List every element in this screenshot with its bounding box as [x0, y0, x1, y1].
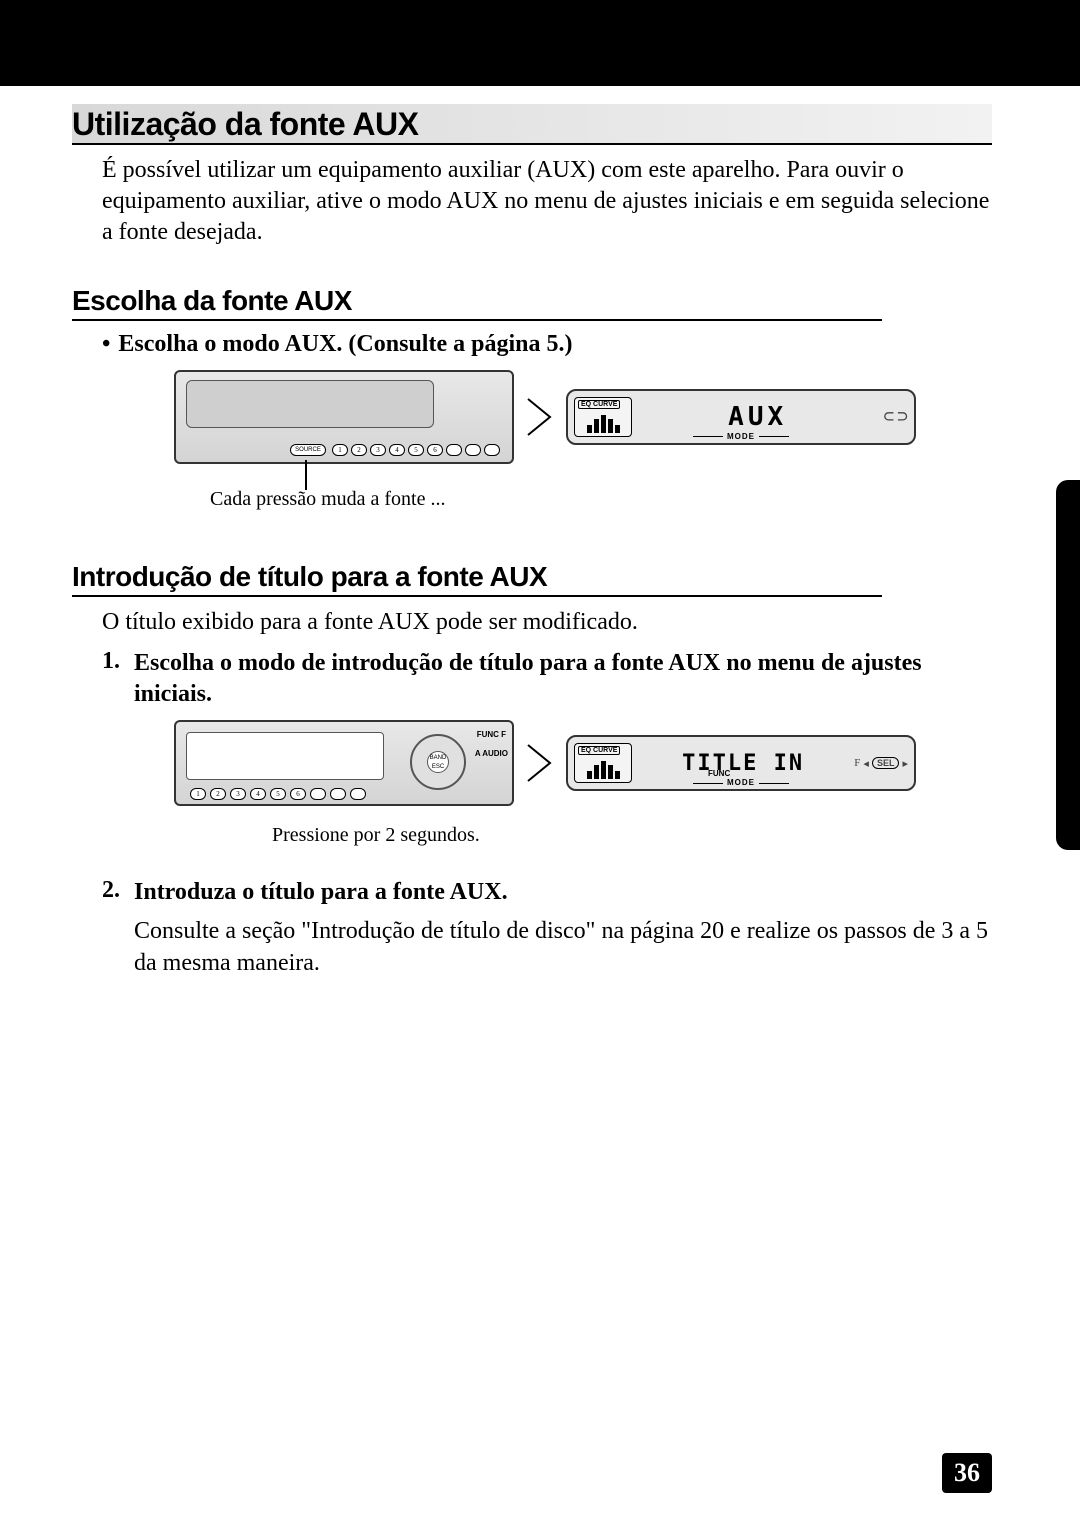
section-intro-text: É possível utilizar um equipamento auxil…	[102, 157, 989, 245]
page-number-badge: 36	[942, 1453, 992, 1493]
side-tab-bg	[1056, 480, 1080, 850]
device-screen-2	[186, 732, 384, 780]
step2-number: 2.	[102, 877, 126, 908]
display-panel-2: EQ CURVE TITLE IN F ◂ SEL ▸ FUNC MODE	[566, 735, 916, 791]
source-button: SOURCE	[290, 444, 326, 456]
eq-curve-block: EQ CURVE	[574, 397, 632, 437]
num-btn: 1	[190, 788, 206, 800]
side-tab-label: PORTUGUÊS (B)	[967, 570, 993, 759]
pointer-line-1	[305, 460, 307, 490]
sub1-caption: Cada pressão muda a fonte ...	[72, 488, 992, 511]
side-label-func: FUNC F	[475, 730, 508, 739]
bullet-dot: •	[102, 331, 110, 358]
num-btn: 6	[290, 788, 306, 800]
device-panel-1: SOURCE 1 2 3 4 5 6	[174, 370, 514, 464]
number-buttons-1: 1 2 3 4 5 6	[332, 444, 500, 456]
num-btn-blank	[310, 788, 326, 800]
subsection1-title: Escolha da fonte AUX	[72, 285, 352, 316]
section-intro: É possível utilizar um equipamento auxil…	[72, 155, 992, 249]
sub1-diagram-row: SOURCE 1 2 3 4 5 6 EQ CURVE	[72, 370, 992, 464]
page-content: Utilização da fonte AUX É possível utili…	[0, 86, 1080, 979]
sub2-step1-row: 1. Escolha o modo de introdução de títul…	[72, 648, 992, 710]
arrow-right-icon	[526, 743, 554, 783]
page-number: 36	[954, 1458, 980, 1488]
step2-body: Consulte a seção "Introdução de título d…	[72, 916, 992, 978]
side-label-audio: A AUDIO	[475, 749, 508, 758]
eq-curve-block-2: EQ CURVE	[574, 743, 632, 783]
num-btn: 4	[250, 788, 266, 800]
subsection2-title: Introdução de título para a fonte AUX	[72, 561, 547, 592]
num-btn-blank	[465, 444, 481, 456]
num-btn: 3	[370, 444, 386, 456]
arrow-right-icon	[526, 397, 554, 437]
eq-bars-2	[587, 759, 620, 779]
num-btn: 1	[332, 444, 348, 456]
num-btn: 5	[408, 444, 424, 456]
step1-number: 1.	[102, 648, 126, 710]
top-black-bar	[0, 0, 1080, 86]
num-btn-blank	[484, 444, 500, 456]
num-btn-blank	[350, 788, 366, 800]
device-screen-1	[186, 380, 434, 428]
sub1-bullet-text: Escolha o modo AUX. (Consulte a página 5…	[118, 331, 572, 358]
dpad-circle: BAND ESC	[410, 734, 466, 790]
display-main-text-2: TITLE IN	[632, 751, 854, 776]
step1-text: Escolha o modo de introdução de título p…	[134, 648, 992, 710]
number-buttons-2: 1 2 3 4 5 6	[190, 788, 366, 800]
mode-label-2: MODE	[727, 778, 755, 787]
device-side-labels: FUNC F A AUDIO	[475, 730, 508, 758]
dpad-center: BAND ESC	[427, 751, 449, 773]
sub2-caption: Pressione por 2 segundos.	[72, 824, 992, 847]
num-btn: 3	[230, 788, 246, 800]
device-panel-2: BAND ESC FUNC F A AUDIO 1 2 3 4 5 6	[174, 720, 514, 806]
num-btn: 5	[270, 788, 286, 800]
mode-label-1: MODE	[727, 432, 755, 441]
display-brackets-1: ⊂ ⊃	[883, 406, 908, 427]
section-title: Utilização da fonte AUX	[72, 106, 418, 142]
eq-curve-label-2: EQ CURVE	[578, 746, 620, 755]
sel-left: ◂	[863, 757, 869, 770]
subsection1-title-bar: Escolha da fonte AUX	[72, 285, 882, 321]
sub1-bullet-row: • Escolha o modo AUX. (Consulte a página…	[72, 331, 992, 358]
sel-f: F	[854, 757, 860, 769]
eq-curve-label: EQ CURVE	[578, 400, 620, 409]
sel-label: SEL	[872, 757, 900, 769]
num-btn-blank	[446, 444, 462, 456]
num-btn: 2	[351, 444, 367, 456]
func-label: FUNC	[708, 769, 730, 778]
num-btn-blank	[330, 788, 346, 800]
section-title-bar: Utilização da fonte AUX	[72, 104, 992, 145]
display-sel-group: F ◂ SEL ▸	[854, 757, 908, 770]
display-panel-1: EQ CURVE AUX ⊂ ⊃ MODE	[566, 389, 916, 445]
num-btn: 4	[389, 444, 405, 456]
sel-right: ▸	[902, 757, 908, 770]
sub2-diagram-row: BAND ESC FUNC F A AUDIO 1 2 3 4 5 6	[72, 720, 992, 806]
eq-bars	[587, 413, 620, 433]
num-btn: 2	[210, 788, 226, 800]
step2-text: Introduza o título para a fonte AUX.	[134, 877, 992, 908]
subsection2-title-bar: Introdução de título para a fonte AUX	[72, 561, 882, 597]
display-main-text-1: AUX	[632, 402, 883, 432]
sub2-step2-row: 2. Introduza o título para a fonte AUX.	[72, 877, 992, 908]
sub2-lead: O título exibido para a fonte AUX pode s…	[72, 607, 992, 638]
num-btn: 6	[427, 444, 443, 456]
